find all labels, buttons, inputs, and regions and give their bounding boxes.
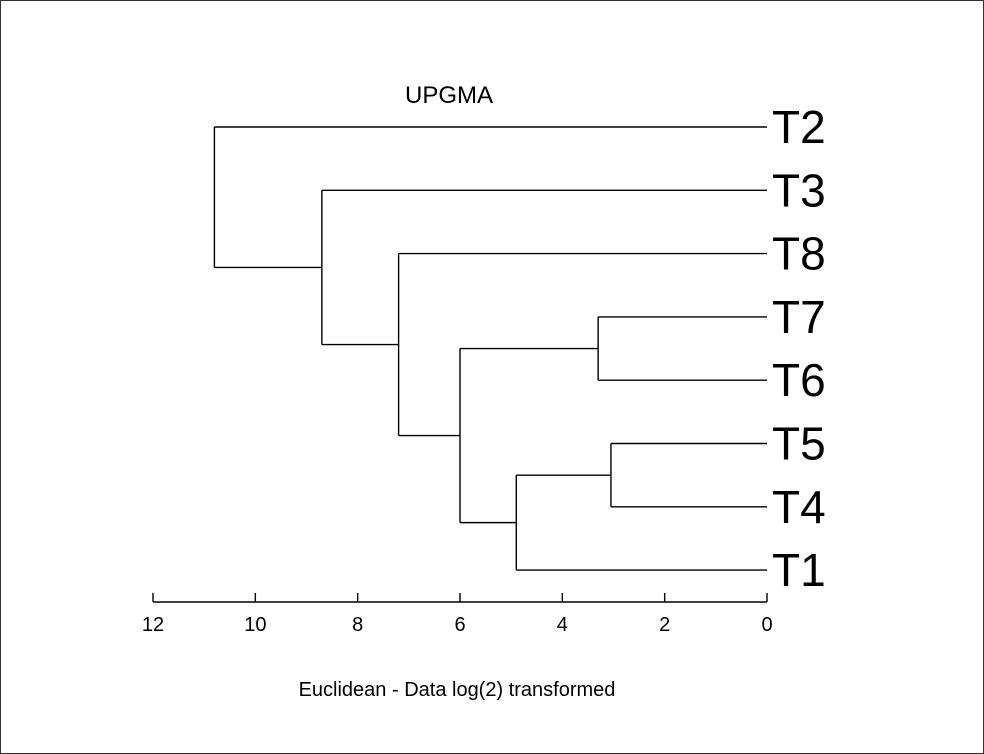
leaf-label-t5: T5 <box>772 418 826 470</box>
leaf-label-t6: T6 <box>772 354 826 406</box>
leaf-label-t1: T1 <box>772 544 826 596</box>
leaf-label-t7: T7 <box>772 291 826 343</box>
x-tick-label-2: 2 <box>659 614 670 636</box>
leaf-label-t4: T4 <box>772 481 826 533</box>
x-tick-label-10: 10 <box>244 614 266 636</box>
x-tick-label-4: 4 <box>557 614 568 636</box>
dendrogram-branches <box>213 126 767 571</box>
x-tick-label-12: 12 <box>142 614 164 636</box>
chart-title: UPGMA <box>405 82 493 109</box>
x-tick-label-0: 0 <box>761 614 772 636</box>
leaf-label-t3: T3 <box>772 164 826 216</box>
x-axis: 12 10 8 6 4 2 0 <box>142 593 773 636</box>
leaf-labels: T2 T3 T8 T7 T6 T5 T4 T1 <box>772 101 826 596</box>
x-axis-label: Euclidean - Data log(2) transformed <box>299 679 616 701</box>
leaf-label-t2: T2 <box>772 101 826 153</box>
x-tick-label-6: 6 <box>454 614 465 636</box>
x-tick-label-8: 8 <box>352 614 363 636</box>
leaf-label-t8: T8 <box>772 228 826 280</box>
